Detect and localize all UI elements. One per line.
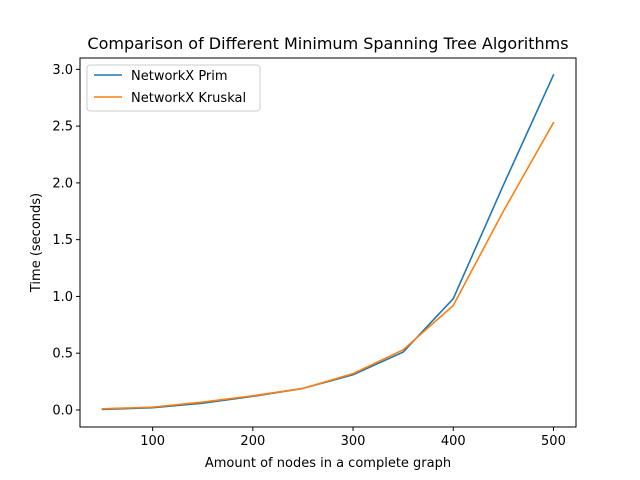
y-tick-label: 0.0 — [52, 403, 73, 418]
x-tick-label: 500 — [541, 434, 566, 449]
legend-label-prim: NetworkX Prim — [131, 69, 228, 84]
x-tick-label: 300 — [341, 434, 366, 449]
legend-box — [86, 64, 261, 112]
x-tick-label: 400 — [441, 434, 466, 449]
y-tick-label: 2.5 — [52, 120, 73, 135]
legend: NetworkX Prim NetworkX Kruskal — [86, 64, 261, 112]
x-tick-label: 100 — [140, 434, 165, 449]
y-tick-label: 3.0 — [52, 63, 73, 78]
x-axis: 100 200 300 400 500 — [140, 427, 566, 449]
chart-title: Comparison of Different Minimum Spanning… — [87, 34, 568, 53]
x-axis-label: Amount of nodes in a complete graph — [205, 456, 451, 471]
plot-area-frame — [79, 57, 577, 428]
y-axis-label: Time (seconds) — [29, 193, 44, 293]
y-tick-label: 0.5 — [52, 347, 73, 362]
y-tick-label: 1.5 — [52, 233, 73, 248]
y-tick-label: 2.0 — [52, 176, 73, 191]
legend-label-kruskal: NetworkX Kruskal — [131, 91, 246, 106]
series-layer — [101, 73, 555, 411]
series-line-kruskal — [101, 121, 555, 410]
y-axis: 0.0 0.5 1.0 1.5 2.0 2.5 3.0 — [52, 63, 80, 418]
x-tick-label: 200 — [240, 434, 265, 449]
y-tick-label: 1.0 — [52, 290, 73, 305]
